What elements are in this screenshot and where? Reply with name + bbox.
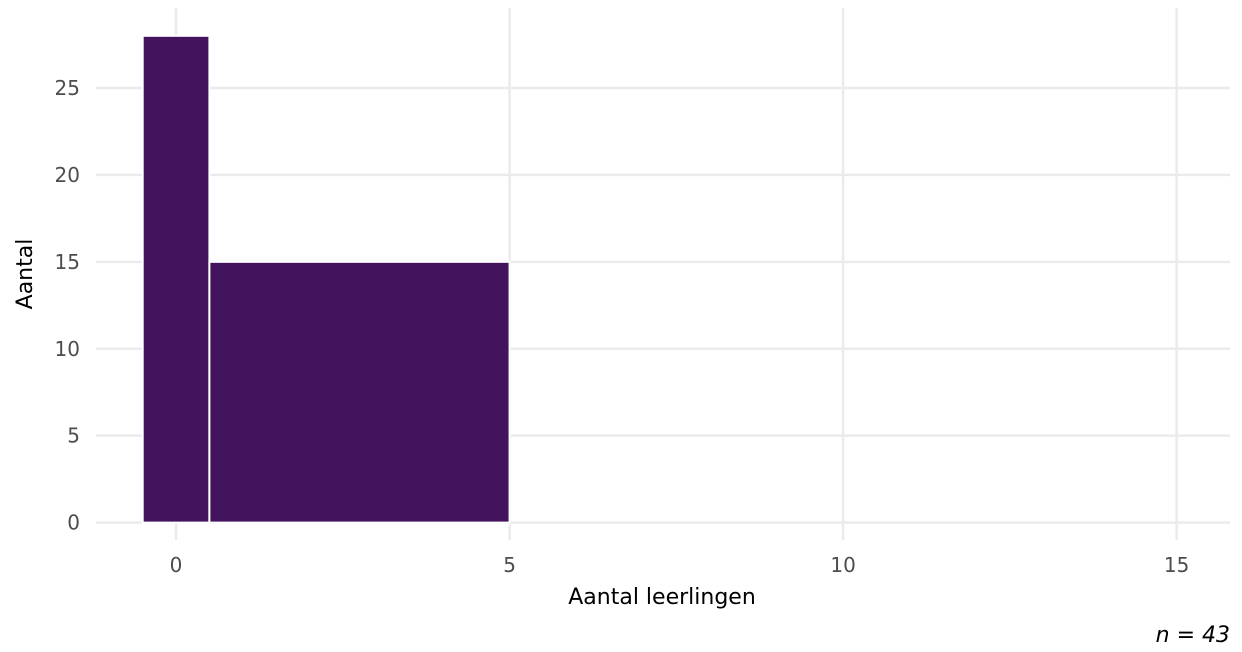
x-axis-ticks: 0 5 10 15 bbox=[170, 553, 1190, 577]
y-axis-title: Aantal bbox=[13, 239, 38, 310]
x-axis-title: Aantal leerlingen bbox=[568, 585, 756, 610]
x-tick-label: 10 bbox=[830, 553, 855, 577]
caption: n = 43 bbox=[1156, 623, 1230, 648]
x-tick-label: 15 bbox=[1164, 553, 1189, 577]
y-tick-label: 5 bbox=[67, 424, 80, 448]
y-tick-label: 10 bbox=[55, 337, 80, 361]
y-tick-label: 15 bbox=[55, 250, 80, 274]
y-tick-label: 0 bbox=[67, 511, 80, 535]
y-axis-ticks: 0 5 10 15 20 25 bbox=[55, 76, 80, 535]
x-tick-label: 0 bbox=[170, 553, 183, 577]
x-tick-label: 5 bbox=[503, 553, 516, 577]
histogram-bar bbox=[141, 34, 211, 524]
y-tick-label: 20 bbox=[55, 163, 80, 187]
bars bbox=[141, 34, 511, 524]
histogram-bar bbox=[208, 260, 511, 524]
y-tick-label: 25 bbox=[55, 76, 80, 100]
